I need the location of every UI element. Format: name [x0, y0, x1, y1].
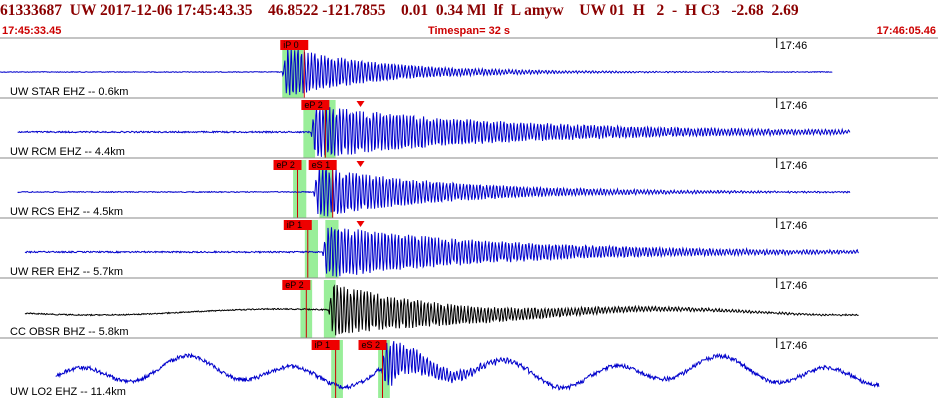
event-summary-line: 61333687 UW 2017-12-06 17:45:43.35 46.85… [0, 3, 938, 19]
value-b: 2.69 [771, 2, 799, 19]
trace-panel: 17:46 eP 2 eS 1 UW RCS EHZ -- 4.5km [0, 157, 938, 218]
trace-panel: 17:46 iP 1 UW RER EHZ -- 5.7km [0, 217, 938, 278]
pick-window [293, 160, 307, 218]
pick-marker[interactable] [308, 160, 337, 170]
event-flags: lf L amyw [493, 2, 564, 19]
pick-label: eS 2 [362, 340, 381, 350]
waveform [0, 47, 833, 96]
station-label: UW RCS EHZ -- 4.5km [10, 206, 123, 218]
event-longitude: -121.7855 [322, 2, 386, 19]
arrival-marker[interactable] [356, 101, 365, 107]
pick-label: eP 2 [285, 280, 303, 290]
station-label: CC OBSR BHZ -- 5.8km [10, 326, 129, 338]
timespan-label: Timespan= [427, 25, 486, 37]
pick-window [303, 100, 316, 158]
pick-marker[interactable] [280, 40, 309, 50]
value-a: -2.68 [731, 2, 764, 19]
pick-label: eS 1 [312, 160, 331, 170]
event-latitude: 46.8522 [267, 2, 319, 19]
pick-marker[interactable] [282, 280, 311, 290]
end-time: 17:46:05.46 [876, 25, 936, 37]
time-mark-label: 17:46 [780, 340, 808, 352]
event-depth: 0.01 [401, 2, 429, 19]
arrival-marker[interactable] [356, 221, 365, 227]
start-time: 17:45:33.45 [2, 25, 62, 37]
pick-label: iP 0 [283, 40, 298, 50]
time-mark-label: 17:46 [780, 100, 808, 112]
pick-marker[interactable] [283, 220, 312, 230]
arrival-marker[interactable] [356, 161, 365, 167]
station-label: UW LO2 EHZ -- 11.4km [10, 386, 126, 398]
pick-label: iP 1 [315, 340, 330, 350]
waveform [17, 167, 851, 217]
event-id: 61333687 [0, 2, 62, 19]
waveform [55, 341, 880, 391]
pick-window [323, 100, 336, 158]
event-datetime: 2017-12-06 17:45:43.35 [100, 2, 253, 19]
station-label: UW RCM EHZ -- 4.4km [10, 146, 125, 158]
time-mark-label: 17:46 [780, 160, 808, 172]
timespan: Timespan= 32 s [0, 25, 938, 37]
time-mark-label: 17:46 [780, 220, 808, 232]
pick-label: eP 2 [277, 160, 295, 170]
waveform [24, 284, 859, 336]
trace-panel: 17:46 iP 1 eS 2 UW LO2 EHZ -- 11.4km [0, 337, 938, 398]
event-network: UW [69, 2, 97, 19]
waveform [17, 105, 851, 157]
event-header: 61333687 UW 2017-12-06 17:45:43.35 46.85… [0, 0, 938, 24]
pick-window [331, 340, 343, 398]
trace-panel: 17:46 iP 0 UW STAR EHZ -- 0.6km [0, 37, 938, 98]
event-magnitude: 0.34 [435, 2, 463, 19]
trace-panel: 17:46 eP 2 CC OBSR BHZ -- 5.8km [0, 277, 938, 338]
pick-marker[interactable] [273, 160, 302, 170]
time-mark-label: 17:46 [780, 280, 808, 292]
pick-marker[interactable] [301, 100, 330, 110]
trace-panel: 17:46 eP 2 UW RCM EHZ -- 4.4km [0, 97, 938, 158]
event-mag-type: Ml [466, 2, 486, 19]
pick-label: iP 1 [287, 220, 302, 230]
channel-info: UW 01 H 2 - H C3 [579, 2, 720, 19]
waveform [24, 227, 859, 277]
pick-label: eP 2 [304, 100, 322, 110]
station-label: UW RER EHZ -- 5.7km [10, 266, 123, 278]
timespan-value: 32 s [488, 25, 511, 37]
pick-marker[interactable] [311, 340, 340, 350]
pick-marker[interactable] [358, 340, 387, 350]
station-label: UW STAR EHZ -- 0.6km [10, 86, 128, 98]
time-mark-label: 17:46 [780, 40, 808, 52]
